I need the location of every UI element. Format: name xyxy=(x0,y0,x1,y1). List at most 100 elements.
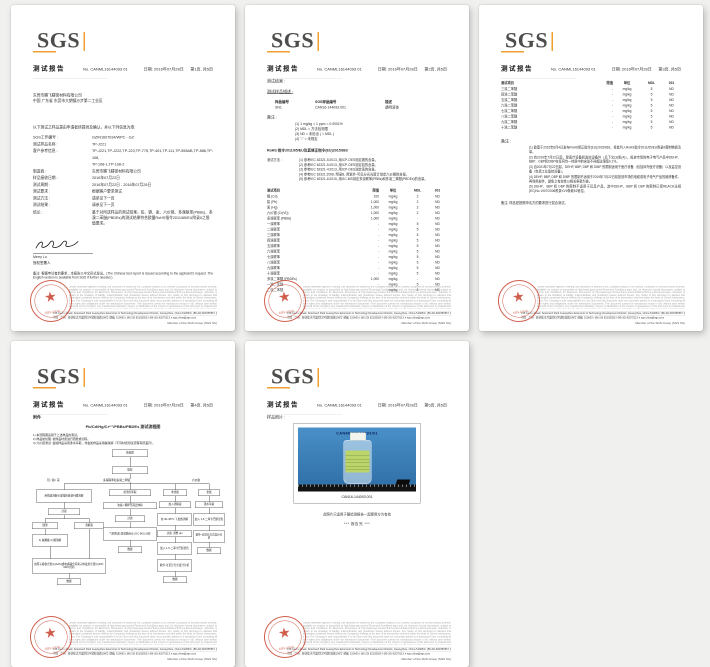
flow-connector xyxy=(45,518,46,523)
cell-result: ND xyxy=(669,87,674,92)
table-row: 二溴二苯醚 - mg/kg 5 ND xyxy=(267,287,447,293)
flow-box-data-1: 数据 xyxy=(57,578,81,585)
cell-mdl: 5 xyxy=(650,98,653,103)
flow-connector xyxy=(175,537,176,543)
conclusion-row: 结论 : 基于对所送样品的测试结果，铅、镉、汞、六价铬、多溴联苯(PBBs)、多… xyxy=(33,209,213,226)
results-table-body: 镉 (Cd) 100 mg/kg 2 ND 铅 (Pb) 1,000 mg/kg… xyxy=(267,194,447,293)
cell-limit: - xyxy=(611,120,613,125)
page-footer: Unless otherwise agreed in writing, this… xyxy=(245,622,469,661)
page-indicator: 第5页, 共5页 xyxy=(424,403,447,408)
member-line: Member of the SGS Group (SGS SA) xyxy=(401,658,451,661)
cell-unit: mg/kg xyxy=(388,211,398,215)
cell-test-item: 镉 (Cd) xyxy=(267,194,278,199)
table-row: 六溴联苯 - mg/kg 5 ND xyxy=(267,249,447,255)
cell-result: ND xyxy=(669,120,674,125)
disclaimer-text: Unless otherwise agreed in writing, this… xyxy=(69,286,217,309)
report-number: No. CANML16144093 01 xyxy=(317,67,362,72)
cell-unit: mg/kg xyxy=(388,222,398,226)
report-page-3-thumbnail[interactable]: SGS 测试报告 No. CANML16144093 01 日期: 2016年0… xyxy=(479,5,703,331)
flow-box-filter-adjust-ph: 过滤, 调整 pH xyxy=(157,530,192,537)
cell-mdl: 5 xyxy=(650,87,653,92)
col-unit: 单位 xyxy=(389,188,397,193)
flow-connector xyxy=(64,502,65,509)
notes-label: 备注 : xyxy=(267,115,278,120)
cell-unit: mg/kg xyxy=(622,104,632,108)
cell-mdl: - xyxy=(416,216,419,221)
cell-unit: mg/kg xyxy=(388,200,398,204)
cell-unit: mg/kg xyxy=(388,266,398,270)
cell-mdl: 5 xyxy=(416,255,419,259)
cell-test-item: 六价铬 (Cr(VI)) xyxy=(267,211,289,215)
logo-divider xyxy=(501,78,576,79)
field-row: 测试要求 : 根据客户要求测试 xyxy=(33,188,213,195)
cell-unit: mg/kg xyxy=(622,93,632,97)
member-line: Member of the SGS Group (SGS SA) xyxy=(167,658,217,661)
table-row: 多溴二苯醚 (PBDEs) 1,000 mg/kg - ND xyxy=(267,276,447,282)
cell-unit: mg/kg xyxy=(622,98,632,103)
cell-unit: mg/kg xyxy=(388,238,398,243)
flow-box-digest-solution: 消解液 xyxy=(74,522,104,529)
cell-mdl: 5 xyxy=(416,282,419,287)
report-page-1-thumbnail[interactable]: SGS 测试报告 No. CANML16144093 01 日期: 2016年0… xyxy=(11,5,235,331)
footer-address-cn: 中国 · 广州 · 经济技术开发区科学城科珠路198号 邮编: 510663 t… xyxy=(287,651,451,657)
cell-result: ND xyxy=(435,282,440,287)
cell-limit: - xyxy=(377,222,379,226)
flow-box-color-reagent-2: 加入 1,5-二苯卡巴肼显色 xyxy=(193,513,225,526)
flow-box-filtration-1: 过滤 xyxy=(48,508,80,515)
cell-test-item: 七溴二苯醚 xyxy=(501,109,518,114)
sample-photo: CANML16144093/01 xyxy=(298,427,416,492)
report-page-4-thumbnail[interactable]: SGS 测试报告 No. CANML16144093 01 日期: 2016年0… xyxy=(11,341,235,667)
flow-branch-label-cr6: 六价铬 xyxy=(191,479,202,483)
table-row: 四溴联苯 - mg/kg 5 ND xyxy=(267,238,447,244)
report-header: 测试报告 No. CANML16144093 01 日期: 2016年07月28… xyxy=(501,63,681,73)
flow-box-solvent-extraction: 用溶剂萃取 xyxy=(109,489,151,496)
report-page-2-thumbnail[interactable]: SGS 测试报告 No. CANML16144093 01 日期: 2016年0… xyxy=(245,5,469,331)
flow-connector xyxy=(175,525,176,531)
cell-unit: mg/kg xyxy=(622,120,632,125)
cell-result: ND xyxy=(435,271,440,276)
cell-test-item: 四溴二苯醚 xyxy=(501,93,518,97)
cell-test-item: 九溴二苯醚 xyxy=(501,120,518,125)
method-line: (4) 参考IEC 62321:2008, 附录B, 用紫外-可见分光光度计测定… xyxy=(299,172,409,177)
handwritten-signature xyxy=(35,240,79,249)
field-row: SGS工作编号 : GZIN1607034/WPC - GZ xyxy=(33,134,213,141)
test-method-block: 测试方法 : (1) 参考IEC 62321-5:2013, 用ICP-OES测… xyxy=(267,158,447,182)
cell-result: ND xyxy=(435,216,440,221)
cell-test-item: 多溴二苯醚 (PBDEs) xyxy=(267,277,297,281)
table-row: 汞 (Hg) 1,000 mg/kg 2 ND xyxy=(267,205,447,211)
cell-unit: mg/kg xyxy=(388,282,398,287)
attachment-label: 附件 xyxy=(33,415,41,420)
ruler xyxy=(298,484,416,492)
cell-limit: - xyxy=(611,109,613,114)
report-date: 日期: 2016年07月28日 xyxy=(611,67,652,72)
cell-result: ND xyxy=(435,238,440,243)
flow-connector xyxy=(175,483,176,490)
cell-unit: mg/kg xyxy=(388,277,398,281)
cell-result: ND xyxy=(435,194,440,199)
regulation-notes: (1) 欧盟于2015年6月4日发布RoHS修正指令(EU)2015/863，将… xyxy=(529,146,681,194)
note-line: (3) ND = 未检出 ( < MDL ) xyxy=(295,132,335,137)
flow-box-uv-vis-1: 紫外-可见分光光度计分析 xyxy=(157,559,192,572)
cell-limit: - xyxy=(611,87,613,92)
cell-unit: mg/kg xyxy=(622,87,632,92)
cell-mdl: 5 xyxy=(650,109,653,114)
sample-photo-frame: CANML16144093/01 CAN16-144093.001 xyxy=(293,423,421,504)
flowchart-note: 1) 本流程图适用于上述样品的测试。 xyxy=(33,434,80,437)
cell-unit: mg/kg xyxy=(388,255,398,259)
cell-test-item: 三溴二苯醚 xyxy=(501,87,518,92)
cell-test-item: 一溴联苯 xyxy=(267,222,280,226)
table-row: 十溴联苯 - mg/kg 5 ND xyxy=(267,271,447,277)
cell-result: ND xyxy=(435,255,440,259)
results-heading: 测试结果 : xyxy=(267,79,286,84)
flow-box-data-3: 数据 xyxy=(163,576,187,583)
page-footer: Unless otherwise agreed in writing, this… xyxy=(479,286,703,325)
flow-connector xyxy=(130,509,131,516)
cell-unit: mg/kg xyxy=(388,271,398,276)
cell-test-item: 九溴联苯 xyxy=(267,266,280,270)
cell-test-item: 七溴联苯 xyxy=(267,255,280,259)
disclaimer-text: Unless otherwise agreed in writing, this… xyxy=(69,622,217,645)
report-header: 测试报告 No. CANML16144093 01 日期: 2016年07月28… xyxy=(267,63,447,73)
report-page-5-thumbnail[interactable]: SGS 测试报告 No. CANML16144093 01 日期: 2016年0… xyxy=(245,341,469,667)
logo-divider xyxy=(267,414,342,415)
footer-address-en: 198 Kezhu Road, Scientech Park Guangzhou… xyxy=(53,647,217,651)
